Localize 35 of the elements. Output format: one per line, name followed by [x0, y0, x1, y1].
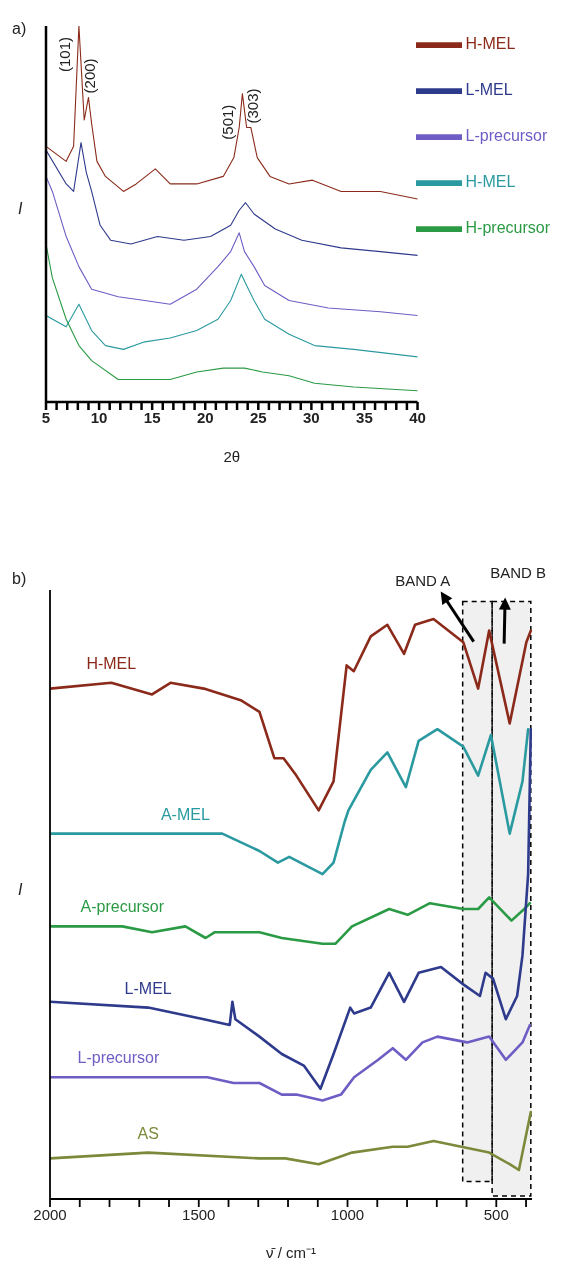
series-label: AS	[137, 1124, 159, 1142]
x-axis-title: 2θ	[223, 448, 241, 465]
x-tick-label: 35	[356, 408, 373, 426]
y-axis-title: I	[18, 880, 23, 898]
x-tick-label: 500	[483, 1205, 509, 1223]
x-tick-label: 30	[303, 408, 320, 426]
series-label: A-precursor	[80, 898, 165, 916]
x-axis-title: ν̄ / cm⁻¹	[266, 1244, 316, 1261]
x-tick-label: 25	[249, 408, 267, 426]
x-tick-label: 1500	[182, 1205, 216, 1223]
legend-label: L-precursor	[465, 127, 548, 145]
annotation: (101)	[55, 36, 73, 72]
x-tick-label: 20	[196, 408, 214, 426]
legend-label: H-MEL	[465, 173, 516, 191]
x-tick-label: 2000	[33, 1205, 67, 1223]
series-label: L-precursor	[77, 1049, 160, 1067]
x-tick-label: 10	[90, 408, 108, 426]
series-label: A-MEL	[160, 805, 210, 823]
x-tick-label: 1000	[330, 1205, 365, 1223]
chart-title: b)	[12, 570, 27, 588]
x-tick-label: 15	[143, 408, 161, 426]
y-axis-title: I	[18, 200, 23, 217]
legend-label: L-MEL	[465, 81, 513, 99]
series-label: H-MEL	[86, 654, 137, 672]
annotation: (303)	[243, 88, 261, 124]
x-tick-label: 5	[41, 408, 51, 426]
annotation: (501)	[219, 104, 237, 140]
band-label: BAND A	[395, 571, 451, 589]
legend-label: H-precursor	[465, 219, 550, 237]
annotation: (200)	[81, 58, 99, 94]
series-label: L-MEL	[124, 979, 172, 997]
chart-title: a)	[12, 20, 27, 38]
legend-label: H-MEL	[465, 35, 516, 53]
x-tick-label: 40	[409, 408, 426, 426]
band-label: BAND B	[490, 563, 547, 581]
